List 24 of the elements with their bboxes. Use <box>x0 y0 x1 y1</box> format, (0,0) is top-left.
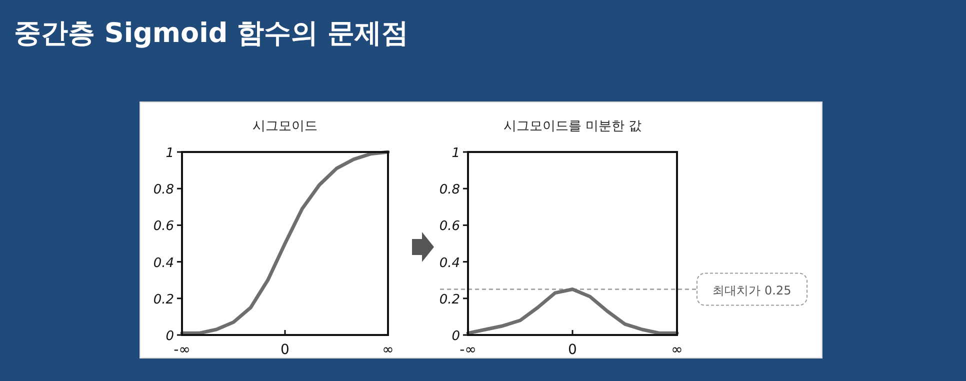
ref-line-label: 최대치가 0.25 <box>712 283 792 298</box>
y-tick-label: 0.2 <box>153 292 174 308</box>
x-tick-label: -∞ <box>174 342 190 358</box>
y-tick-label: 0.6 <box>153 219 174 234</box>
x-tick-label: -∞ <box>460 342 476 358</box>
text: 중간층 Sigmoid 함수의 문제점 <box>14 18 408 49</box>
line-series <box>180 150 390 335</box>
y-tick-label: 1 <box>452 146 460 161</box>
chart-title: 시그모이드 <box>252 119 318 134</box>
y-tick-label: 0 <box>166 329 174 344</box>
line-series <box>466 288 679 335</box>
y-tick-label: 1 <box>166 146 174 161</box>
y-tick-label: 0 <box>452 329 460 344</box>
x-tick-label: 0 <box>568 342 577 358</box>
x-tick-label: ∞ <box>671 342 683 358</box>
chart-title: 시그모이드를 미분한 값 <box>503 119 642 134</box>
y-tick-label: 0.8 <box>439 182 460 198</box>
x-tick-label: ∞ <box>382 342 394 358</box>
y-tick-label: 0.8 <box>153 182 174 198</box>
y-tick-label: 0.4 <box>153 256 174 271</box>
y-tick-label: 0.4 <box>439 256 460 271</box>
y-tick-label: 0.2 <box>439 292 460 308</box>
x-tick-label: 0 <box>280 342 290 358</box>
y-tick-label: 0.6 <box>439 219 460 234</box>
